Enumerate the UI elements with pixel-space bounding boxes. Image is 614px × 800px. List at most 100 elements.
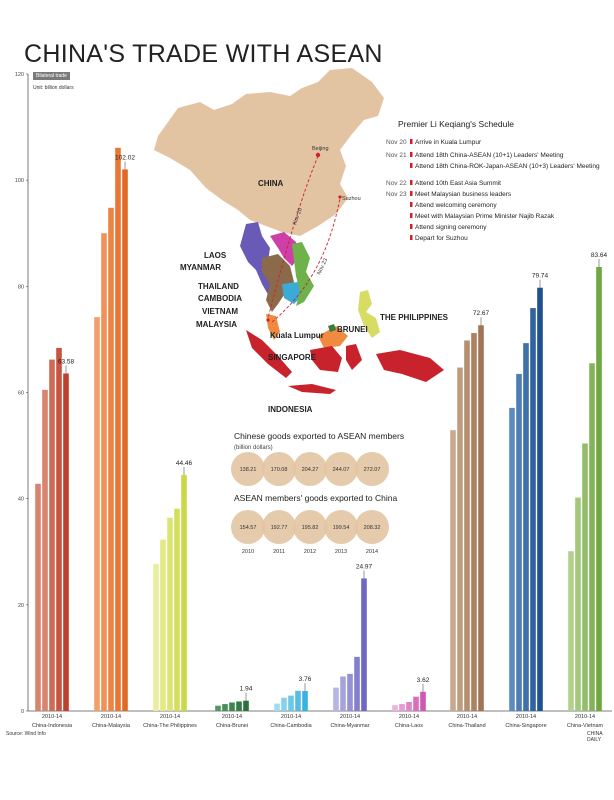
bar: [523, 343, 529, 711]
data-label: 24.97: [356, 563, 373, 570]
bar: [302, 691, 308, 711]
schedule-title: Premier Li Keqiang's Schedule: [398, 119, 514, 129]
bar: [478, 325, 484, 711]
schedule-bullet: [410, 152, 413, 157]
indonesia-land: [246, 330, 444, 394]
value-circle: [293, 510, 327, 544]
schedule-item: Attend 18th China-ASEAN (10+1) Leaders' …: [415, 152, 564, 159]
premier-schedule: Premier Li Keqiang's Schedule Nov 20 Arri…: [386, 119, 600, 242]
map-label-vietnam: VIETNAM: [202, 307, 238, 316]
map-label-indonesia: INDONESIA: [268, 405, 313, 414]
data-label: 72.67: [473, 310, 490, 317]
bar: [101, 233, 107, 711]
schedule-item: Meet with Malaysian Prime Minister Najib…: [415, 213, 555, 220]
category-label: China-Myanmar: [330, 723, 369, 729]
route-nov20: [267, 155, 319, 319]
bar: [568, 551, 574, 711]
bar: [229, 702, 235, 711]
y-tick-label: 120: [15, 72, 24, 78]
y-tick-label: 20: [18, 603, 24, 609]
category-years: 2010-14: [101, 714, 121, 720]
value-circle: [324, 452, 358, 486]
bar-group-china-myanmar: 24.97 2010-14 China-Myanmar: [330, 563, 372, 729]
bar: [347, 673, 353, 711]
laos-land: [270, 232, 300, 266]
schedule-item: Arrive in Kuala Lumpur: [415, 139, 482, 146]
bar-group-china-cambodia: 3.76 2010-14 China-Cambodia: [270, 676, 312, 729]
category-years: 2010-14: [516, 714, 536, 720]
value-circle: [231, 452, 265, 486]
schedule-bullet: [410, 213, 413, 218]
y-tick-label: 100: [15, 178, 24, 184]
bar: [108, 207, 114, 711]
schedule-item: Attend 10th East Asia Summit: [415, 180, 501, 187]
schedule-bullet: [410, 235, 413, 240]
category-years: 2010-14: [399, 714, 419, 720]
bar: [399, 704, 405, 711]
value-circle: [293, 452, 327, 486]
circle-value: 204.27: [302, 467, 319, 473]
bar-group-china-laos: 3.62 2010-14 China-Laos: [392, 677, 430, 729]
schedule-bullet: [410, 163, 413, 168]
kuala-lumpur-marker: [266, 318, 270, 322]
bar: [354, 656, 360, 711]
schedule-item: Attend signing ceremony: [415, 224, 487, 231]
bar: [94, 317, 100, 711]
bar: [537, 287, 543, 711]
category-years: 2010-14: [42, 714, 62, 720]
brunei-land: [328, 324, 336, 332]
schedule-item: Meet Malaysian business leaders: [415, 191, 512, 198]
bar: [236, 701, 242, 711]
map-label-philippines: THE PHILIPPINES: [380, 313, 449, 322]
schedule-date: Nov 23: [386, 191, 407, 198]
bar: [450, 430, 456, 711]
y-tick-label: 60: [18, 391, 24, 397]
unit-label: Unit: billion dollars: [33, 85, 74, 91]
circle-value: 195.82: [302, 525, 319, 531]
route-nov23-label: Nov 23: [316, 258, 329, 276]
y-tick-label: 80: [18, 284, 24, 290]
bar: [160, 539, 166, 711]
map-label-singapore: SINGAPORE: [268, 353, 317, 362]
circle-value: 138.21: [240, 467, 257, 473]
bar: [174, 508, 180, 711]
category-years: 2010-14: [457, 714, 477, 720]
bar-group-china-singapore: 79.74 2010-14 China-Singapore: [505, 273, 548, 729]
bar: [589, 363, 595, 711]
beijing-marker: [315, 152, 321, 158]
bar: [420, 691, 426, 711]
schedule-date: Nov 21: [386, 152, 407, 159]
data-label: 102.02: [115, 154, 135, 161]
source-label: Source: Wind Info: [6, 731, 46, 737]
schedule-item: Depart for Suzhou: [415, 235, 468, 242]
year-label: 2011: [273, 549, 285, 555]
category-label: China-The Philippines: [143, 723, 197, 729]
data-label: 3.76: [299, 676, 312, 683]
circle-value: 272.07: [364, 467, 381, 473]
category-label: China-Singapore: [505, 723, 546, 729]
beijing-label: Beijing: [312, 146, 329, 152]
bar-group-china-indonesia: 63.58 2010-14 China-Indonesia: [32, 347, 75, 729]
bar: [596, 267, 602, 711]
bar: [49, 359, 55, 711]
exports-subtitle: (billion dollars): [234, 445, 273, 451]
bar-group-china-the-philippines: 44.46 2010-14 China-The Philippines: [143, 460, 197, 729]
y-tick-labels: 0 20 40 60 80 100 120: [15, 72, 28, 715]
bar: [35, 483, 41, 711]
category-label: China-Vietnam: [567, 723, 604, 729]
value-circle: [324, 510, 358, 544]
bar: [509, 407, 515, 711]
bar: [222, 704, 228, 711]
bar-group-china-thailand: 72.67 2010-14 China-Thailand: [448, 310, 489, 729]
exports-circles: 138.21 170.08 204.27 244.07 272.07: [231, 452, 389, 486]
imports-title: ASEAN members' goods exported to China: [234, 493, 397, 503]
year-label: 2014: [366, 549, 378, 555]
bar: [63, 373, 69, 711]
route-nov23: [271, 197, 341, 323]
bar: [288, 695, 294, 711]
bar: [471, 333, 477, 711]
circle-value: 208.32: [364, 525, 381, 531]
value-circle: [355, 452, 389, 486]
bar: [413, 696, 419, 711]
